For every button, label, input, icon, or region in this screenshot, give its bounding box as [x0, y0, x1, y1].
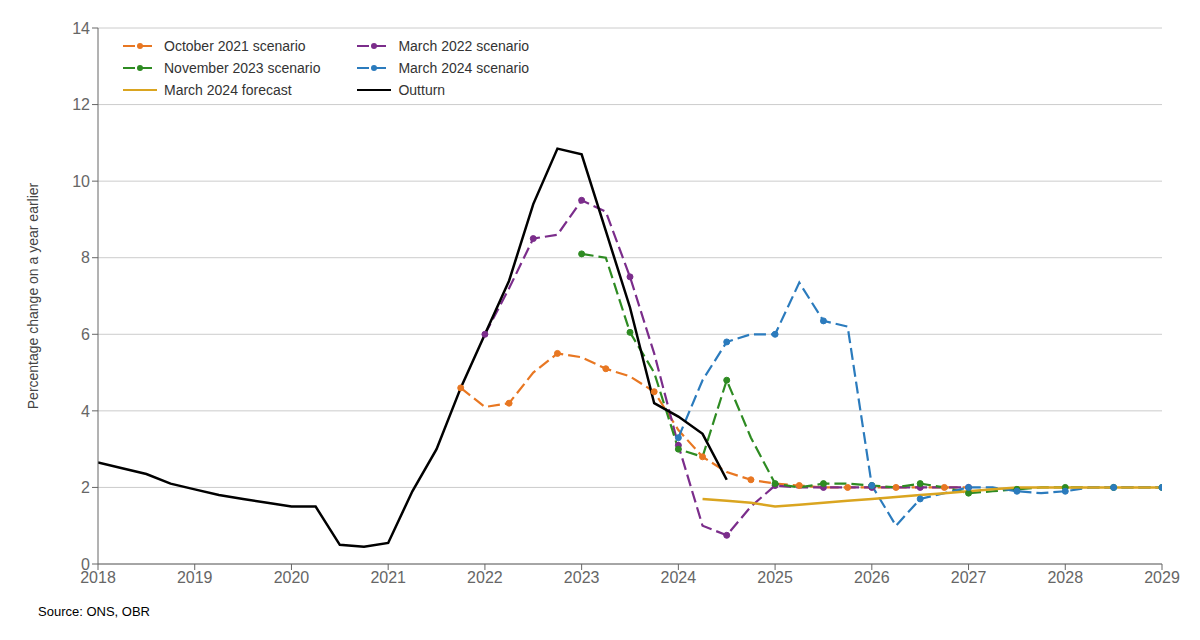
html-text:March 2022 scenario: March 2022 scenario — [398, 38, 530, 54]
svg-text:2027: 2027 — [951, 569, 987, 586]
svg-text:2028: 2028 — [1047, 569, 1083, 586]
html-text:October 2021 scenario: October 2021 scenario — [164, 38, 306, 54]
svg-text:0: 0 — [81, 556, 90, 573]
html-text:March 2024 scenario: March 2024 scenario — [398, 60, 530, 76]
svg-text:12: 12 — [72, 96, 90, 113]
svg-text:Percentage change on a year ea: Percentage change on a year earlier — [25, 182, 41, 409]
svg-text:6: 6 — [81, 326, 90, 343]
svg-text:8: 8 — [81, 249, 90, 266]
svg-text:2023: 2023 — [564, 569, 600, 586]
svg-text:2029: 2029 — [1144, 569, 1180, 586]
html-text:Source: ONS, OBR: Source: ONS, OBR — [38, 604, 150, 619]
svg-text:2020: 2020 — [274, 569, 310, 586]
svg-text:2025: 2025 — [757, 569, 793, 586]
html-text:November 2023 scenario: November 2023 scenario — [164, 60, 321, 76]
svg-text:2018: 2018 — [80, 569, 116, 587]
svg-text:2024: 2024 — [661, 569, 697, 586]
html-text:Outturn: Outturn — [398, 82, 446, 98]
svg-text:2021: 2021 — [370, 569, 406, 586]
svg-text:2: 2 — [81, 479, 90, 496]
html-text:March 2024 forecast: March 2024 forecast — [164, 82, 292, 98]
svg-text:14: 14 — [72, 20, 90, 37]
svg-text:2026: 2026 — [854, 569, 890, 586]
svg-text:2022: 2022 — [467, 569, 503, 586]
svg-text:10: 10 — [72, 173, 90, 190]
svg-text:4: 4 — [81, 403, 90, 420]
svg-text:2019: 2019 — [177, 569, 213, 586]
